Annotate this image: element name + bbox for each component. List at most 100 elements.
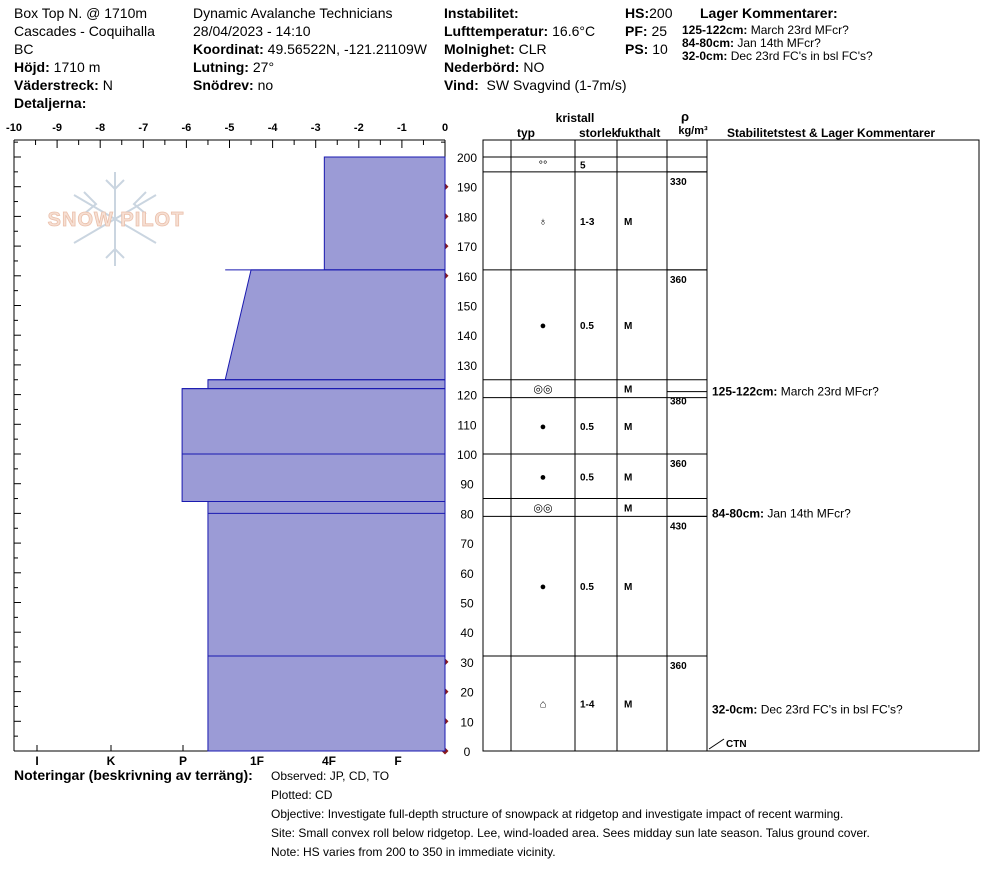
- cloud-label: Molnighet:: [444, 41, 515, 57]
- layer-comment-2-range: 84-80cm:: [682, 36, 735, 50]
- header-rho: ρ: [681, 109, 689, 124]
- datetime: 28/04/2023 - 14:10: [193, 23, 311, 39]
- pf-value: 25: [651, 23, 668, 39]
- grain-type-symbol: ◎◎: [533, 502, 552, 514]
- test-marker-line: [708, 738, 725, 750]
- temp-tick-label: -8: [95, 122, 105, 134]
- header-type: typ: [517, 126, 535, 140]
- height-tick-label: 0: [464, 745, 471, 759]
- stability-comment-text: March 23rd MFcr?: [781, 385, 879, 399]
- layer-comment-1-text: March 23rd MFcr?: [750, 23, 849, 37]
- airtemp-value: 16.6°C: [552, 23, 596, 39]
- test-result: CTN: [726, 739, 747, 750]
- temp-tick-label: -7: [138, 122, 148, 134]
- ps-label: PS:: [625, 41, 649, 57]
- hardness-tick-label: 4F: [322, 754, 336, 768]
- layer-comment-1-range: 125-122cm:: [682, 23, 748, 37]
- temp-tick-label: -9: [52, 122, 62, 134]
- header-stability: Stabilitetstest & Lager Kommentarer: [727, 126, 935, 140]
- hardness-segment: [323, 156, 446, 271]
- hardness-tick-label: I: [35, 754, 38, 768]
- moisture: M: [624, 472, 632, 483]
- density-value: 360: [670, 275, 687, 286]
- note-line-4: Site: Small convex roll below ridgetop. …: [271, 826, 870, 840]
- moisture: M: [624, 422, 632, 433]
- ps-row: PS: 10: [625, 41, 668, 57]
- stability-comment-text: Jan 14th MFcr?: [767, 506, 851, 520]
- cloud-value: CLR: [518, 41, 547, 57]
- layer-comment-1: 125-122cm: March 23rd MFcr?: [682, 24, 849, 37]
- axes-layer: -10 -9 -8 -7 -6 -5 -4 -3 -2 -1 0200190180170160150…: [6, 122, 477, 768]
- hs-value: 200: [649, 5, 673, 21]
- moisture: M: [624, 699, 632, 710]
- grain-size: 0.5: [580, 472, 594, 483]
- height-tick-label: 150: [457, 300, 477, 314]
- height-tick-label: 10: [460, 715, 474, 729]
- hs-label: HS:: [625, 5, 650, 21]
- layer-comments-title: Lager Kommentarer:: [700, 5, 838, 21]
- coord-value: 49.56522N, -121.21109W: [267, 41, 427, 57]
- wind-label: Vind:: [444, 77, 479, 93]
- header-moisture: fukthalt: [617, 126, 660, 140]
- coord-label: Koordinat:: [193, 41, 264, 57]
- ps-value: 10: [652, 41, 668, 57]
- pf-label: PF:: [625, 23, 648, 39]
- height-tick-label: 30: [460, 656, 474, 670]
- layer-comment-3-text: Dec 23rd FC's in bsl FC's?: [730, 49, 873, 63]
- height-tick-label: 80: [460, 507, 474, 521]
- table-border: [482, 139, 980, 752]
- hardness-segment: [181, 388, 446, 503]
- hardness-segment: [207, 501, 446, 752]
- aspect-value: N: [102, 77, 113, 93]
- temp-tick-label: -6: [182, 122, 192, 134]
- height-tick-label: 170: [457, 240, 477, 254]
- height-tick-label: 110: [457, 418, 476, 432]
- airtemp-label: Lufttemperatur:: [444, 23, 549, 39]
- height-tick-label: 60: [460, 567, 474, 581]
- elevation-label: Höjd:: [14, 59, 50, 75]
- cloud-row: Molnighet: CLR: [444, 41, 547, 57]
- grain-type-symbol: °°: [539, 159, 548, 171]
- precip-label: Nederbörd:: [444, 59, 520, 75]
- height-tick-label: 200: [457, 151, 477, 165]
- note-line-3: Objective: Investigate full-depth struct…: [271, 807, 844, 821]
- height-tick-label: 180: [457, 210, 477, 224]
- snowflake-icon: [73, 172, 157, 266]
- moisture: M: [624, 321, 632, 332]
- logo-text: SNOW PILOT: [48, 209, 185, 231]
- height-tick-label: 20: [460, 686, 474, 700]
- precip-row: Nederbörd: NO: [444, 59, 544, 75]
- note-line-5: Note: HS varies from 200 to 350 in immed…: [271, 845, 556, 859]
- note-line-1: Observed: JP, CD, TO: [271, 769, 390, 783]
- grain-size: 0.5: [580, 422, 594, 433]
- grain-size: 0.5: [580, 582, 594, 593]
- layer-comment-2: 84-80cm: Jan 14th MFcr?: [682, 37, 821, 50]
- density-value: 380: [670, 397, 687, 408]
- snowpilot-logo: SNOW PILOT: [47, 172, 185, 266]
- elevation-row: Höjd: 1710 m: [14, 59, 100, 75]
- precip-value: NO: [523, 59, 545, 75]
- slope-value: 27°: [252, 59, 275, 75]
- drift-value: no: [257, 77, 274, 93]
- drift-row: Snödrev: no: [193, 77, 273, 93]
- height-tick-label: 50: [460, 597, 474, 611]
- grain-size: 1-4: [580, 699, 595, 710]
- notes-title: Noteringar (beskrivning av terräng):: [14, 767, 253, 783]
- moisture: M: [624, 217, 632, 228]
- layer-comment-3-range: 32-0cm:: [682, 49, 728, 63]
- height-tick-label: 120: [457, 389, 477, 403]
- stability-comment: 32-0cm: Dec 23rd FC's in bsl FC's?: [712, 702, 903, 716]
- density-value: 360: [670, 661, 687, 672]
- range: Cascades - Coquihalla: [14, 23, 155, 39]
- hardness-tick-label: K: [107, 754, 116, 768]
- grain-type-symbol: ◎◎: [533, 384, 552, 396]
- grain-size: 5: [580, 160, 586, 171]
- grain-type-symbol: ●: [540, 421, 547, 433]
- temp-tick-label: -5: [225, 122, 235, 134]
- temp-tick-label: -10: [6, 122, 22, 134]
- details-label: Detaljerna:: [14, 95, 87, 111]
- header-size: storlek: [579, 126, 619, 140]
- temp-tick-label: -4: [268, 122, 279, 134]
- hardness-segment: [207, 379, 446, 390]
